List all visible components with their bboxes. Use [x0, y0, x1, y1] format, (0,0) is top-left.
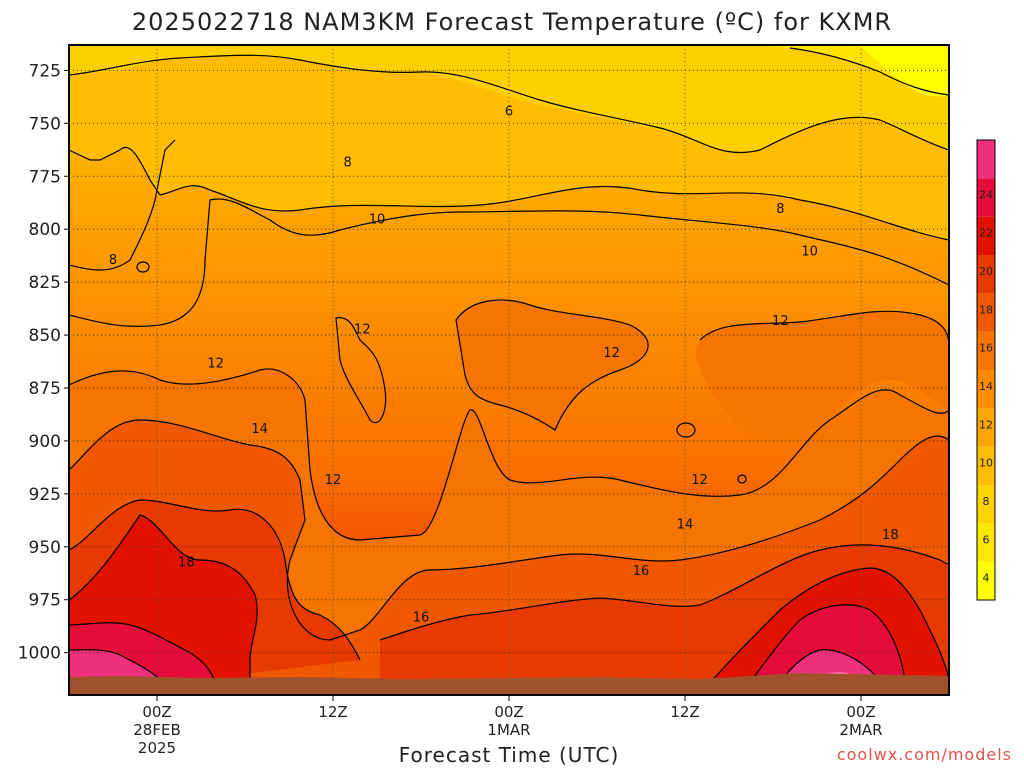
credit-link[interactable]: coolwx.com/models: [837, 745, 1012, 764]
contour-16: [69, 499, 949, 661]
contour-label: 12: [772, 314, 789, 329]
band-6-8: [69, 45, 949, 153]
colorbar-segment: [977, 485, 995, 524]
contour-10: [69, 198, 949, 327]
y-tick-label: 750: [29, 114, 61, 134]
contour-4: [789, 47, 949, 96]
colorbar-frame: [976, 139, 996, 601]
y-tick-label: 1000: [18, 644, 61, 664]
chart-title: 2025022718 NAM3KM Forecast Temperature (…: [132, 8, 892, 36]
contour-label: 10: [369, 213, 386, 228]
colorbar-tick-label: 18: [979, 303, 993, 316]
colorbar-tick-label: 8: [983, 495, 990, 508]
contour-20: [69, 604, 906, 695]
y-tick-label: 875: [29, 379, 61, 399]
contour-label: 16: [633, 564, 650, 579]
contour-label: 18: [178, 556, 195, 571]
x-tick-label: 2025: [138, 739, 176, 757]
colorbar-tick-label: 16: [979, 342, 993, 355]
y-tick-label: 800: [29, 220, 61, 240]
gridlines: [69, 45, 949, 695]
contour-label: 18: [882, 528, 899, 543]
x-tick-label: 00Z: [494, 703, 523, 721]
contour-label: 14: [677, 518, 694, 533]
colorbar-segment: [977, 370, 995, 409]
colorbar-tick-label: 10: [979, 457, 993, 470]
contour-12d: [335, 317, 387, 424]
y-tick-label: 975: [29, 591, 61, 611]
ground-terrain: [69, 673, 949, 695]
contour-14: [69, 419, 949, 641]
colorbar-segment: [977, 140, 995, 179]
y-tick-label: 825: [29, 273, 61, 293]
y-axis: 725 750 775 800 825 850 875 900 925 950 975 1000: [18, 61, 69, 664]
contour-label: 12: [207, 357, 224, 372]
contour-12e: [676, 422, 696, 438]
contour-8b: [69, 139, 176, 271]
colorbar-tick-label: 12: [979, 418, 993, 431]
contour-label: 12: [325, 473, 342, 488]
colorbar-segment: [977, 178, 995, 217]
x-tick-label: 12Z: [318, 703, 347, 721]
contour-label: 8: [344, 155, 352, 170]
colorbar-tick-label: 20: [979, 265, 993, 278]
colorbar-tick-label: 4: [983, 572, 990, 585]
colorbar-segment: [977, 408, 995, 447]
colorbar-segment: [977, 293, 995, 332]
band-yellow: [860, 45, 949, 97]
colorbar-segment: [977, 255, 995, 294]
x-tick-label: 00Z: [846, 703, 875, 721]
contour-12f: [737, 474, 747, 484]
y-tick-label: 850: [29, 326, 61, 346]
colorbar: 24 22 20 18 16 14 12 10 8 6 4: [976, 139, 996, 601]
contour-12c: [699, 310, 949, 346]
band-12-14-blob: [456, 300, 649, 430]
colorbar-segment: [977, 523, 995, 562]
contour-label: 12: [354, 323, 371, 338]
contour-12a: [69, 368, 949, 541]
colorbar-tick-label: 24: [979, 188, 993, 201]
plot-area: 6 8 8 8 10 10 12 12 12 12 12 12 14 14 16 16 18 18: [69, 45, 949, 695]
y-tick-label: 725: [29, 61, 61, 81]
contour-label: 8: [776, 202, 784, 217]
contour-label: 8: [109, 253, 117, 268]
x-axis-label: Forecast Time (UTC): [399, 743, 620, 767]
contour-8c: [136, 261, 150, 273]
colorbar-segment: [977, 446, 995, 485]
contour-18: [69, 514, 949, 695]
contour-12b: [455, 299, 649, 431]
y-tick-label: 900: [29, 432, 61, 452]
contour-label: 10: [801, 244, 818, 259]
x-tick-label: 2MAR: [839, 721, 882, 739]
colorbar-tick-label: 22: [979, 227, 993, 240]
colorbar-tick-label: 14: [979, 380, 993, 393]
contour-label: 16: [413, 611, 430, 626]
x-tick-label: 1MAR: [487, 721, 530, 739]
band-16-18: [69, 500, 949, 695]
contour-label: 14: [251, 422, 268, 437]
contour-8: [69, 146, 949, 241]
colorbar-tick-label: 6: [983, 533, 990, 546]
x-tick-label: 00Z: [142, 703, 171, 721]
band-12-14-blob2: [695, 311, 949, 442]
y-tick-label: 925: [29, 485, 61, 505]
colorbar-segment: [977, 216, 995, 255]
contour-label: 6: [505, 105, 513, 120]
contour-labels: 6 8 8 8 10 10 12 12 12 12 12 12 14 14 16 16 18 18: [109, 105, 899, 626]
contour-label: 12: [603, 346, 620, 361]
y-tick-label: 950: [29, 538, 61, 558]
colorbar-segment: [977, 331, 995, 370]
colorbar-segment: [977, 561, 995, 600]
contour-label: 12: [691, 473, 708, 488]
x-tick-label: 12Z: [670, 703, 699, 721]
x-tick-label: 28FEB: [133, 721, 180, 739]
y-tick-label: 775: [29, 167, 61, 187]
